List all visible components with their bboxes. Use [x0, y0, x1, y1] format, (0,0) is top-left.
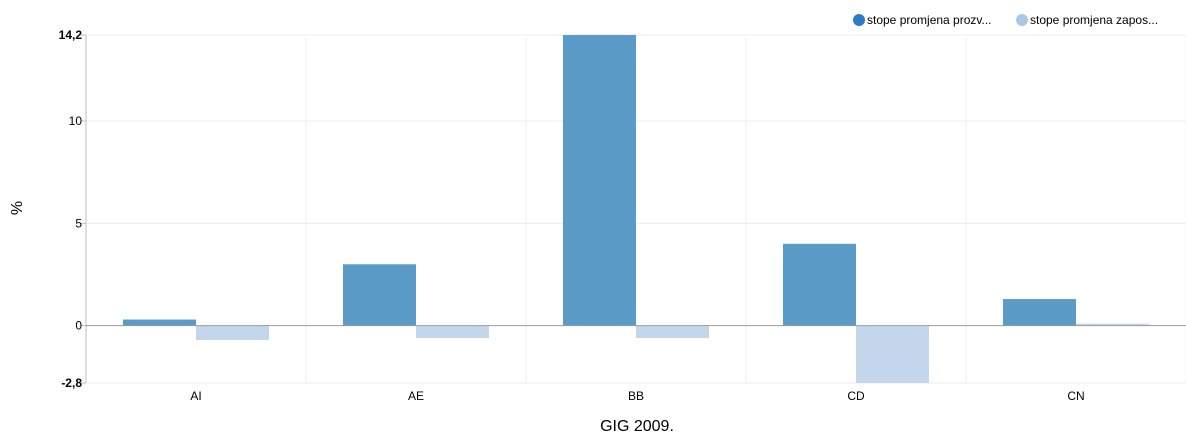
legend-item-2[interactable]: stope promjena zapos... [1016, 13, 1158, 27]
x-tick-labels: AI AE BB CD CN [190, 389, 1084, 403]
legend-marker-1 [853, 14, 865, 26]
bar-ae-series-1[interactable] [343, 264, 416, 326]
x-tick-label-cn: CN [1067, 389, 1084, 403]
bar-bb-series-1[interactable] [563, 35, 636, 326]
legend-item-1[interactable]: stope promjena prozv... [853, 13, 992, 27]
bars [123, 35, 1149, 383]
y-tick-label-4: -2,8 [61, 376, 82, 390]
bar-ai-series-2[interactable] [196, 325, 269, 341]
axes [81, 34, 1186, 384]
x-tick-label-cd: CD [847, 389, 865, 403]
x-tick-label-ae: AE [408, 389, 424, 403]
legend-marker-2 [1016, 14, 1028, 26]
bar-bb-series-2[interactable] [636, 325, 709, 338]
y-axis-title: % [9, 201, 26, 215]
y-tick-label-1: 10 [69, 114, 83, 128]
y-tick-labels: 14,2 10 5 0 -2,8 [59, 28, 83, 390]
bar-cd-series-2[interactable] [856, 325, 929, 383]
legend-label-2: stope promjena zapos... [1030, 13, 1158, 27]
legend-label-1: stope promjena prozv... [867, 13, 992, 27]
bar-ae-series-2[interactable] [416, 325, 489, 338]
bar-cn-series-2[interactable] [1076, 323, 1149, 326]
x-tick-label-bb: BB [628, 389, 644, 403]
legend[interactable]: stope promjena prozv... stope promjena za… [853, 13, 1158, 27]
y-tick-label-2: 5 [75, 216, 82, 230]
bar-ai-series-1[interactable] [123, 319, 196, 326]
bar-cn-series-1[interactable] [1003, 299, 1076, 326]
y-tick-label-0: 14,2 [59, 28, 83, 42]
y-tick-label-3: 0 [75, 319, 82, 333]
x-axis-title: GIG 2009. [600, 418, 674, 435]
bar-cd-series-1[interactable] [783, 243, 856, 326]
x-tick-label-ai: AI [190, 389, 201, 403]
